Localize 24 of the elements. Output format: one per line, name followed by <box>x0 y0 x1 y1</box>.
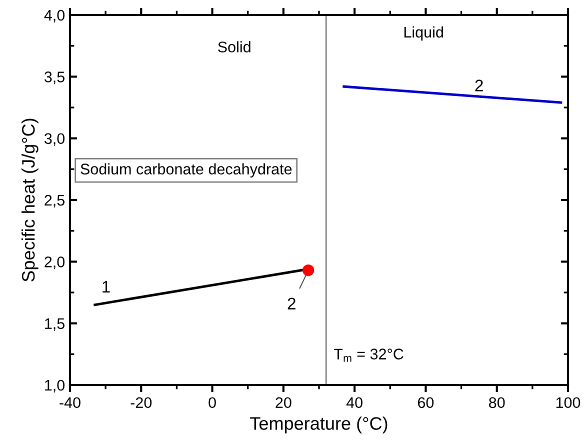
x-tick-label: 80 <box>489 397 505 408</box>
y-tick-label: 3,5 <box>44 72 64 84</box>
annotation: Sodium carbonate decahydrate <box>80 163 292 178</box>
ref-line-label: T$_{m}$ = 32°C <box>334 348 404 362</box>
x-tick-label: 0 <box>208 397 216 408</box>
annotation: 2 <box>475 80 483 92</box>
y-tick-label: 1,5 <box>45 318 64 331</box>
y-tick-label: 1,0 <box>45 380 65 392</box>
x-tick-label: 40 <box>346 397 362 408</box>
x-axis-title: Temperature (°C) <box>250 416 388 434</box>
y-tick-label: 3,0 <box>44 133 65 146</box>
x-tick-label: -40 <box>60 397 80 408</box>
x-tick-label: 60 <box>418 397 434 408</box>
y-axis-title: Specific heat (J/g°C) <box>22 118 38 282</box>
annotation: 2 <box>288 298 296 310</box>
annotation: 1 <box>102 281 110 292</box>
y-tick-label: 2,0 <box>44 256 65 270</box>
annotation: Solid <box>218 41 250 52</box>
y-tick-label: 4,0 <box>44 10 65 22</box>
x-tick-label: 20 <box>276 397 292 408</box>
x-tick-label: -20 <box>130 397 152 408</box>
y-tick-label: 2,5 <box>44 194 64 208</box>
x-tick-label: 100 <box>556 397 580 408</box>
annotation: Liquid <box>404 26 443 41</box>
